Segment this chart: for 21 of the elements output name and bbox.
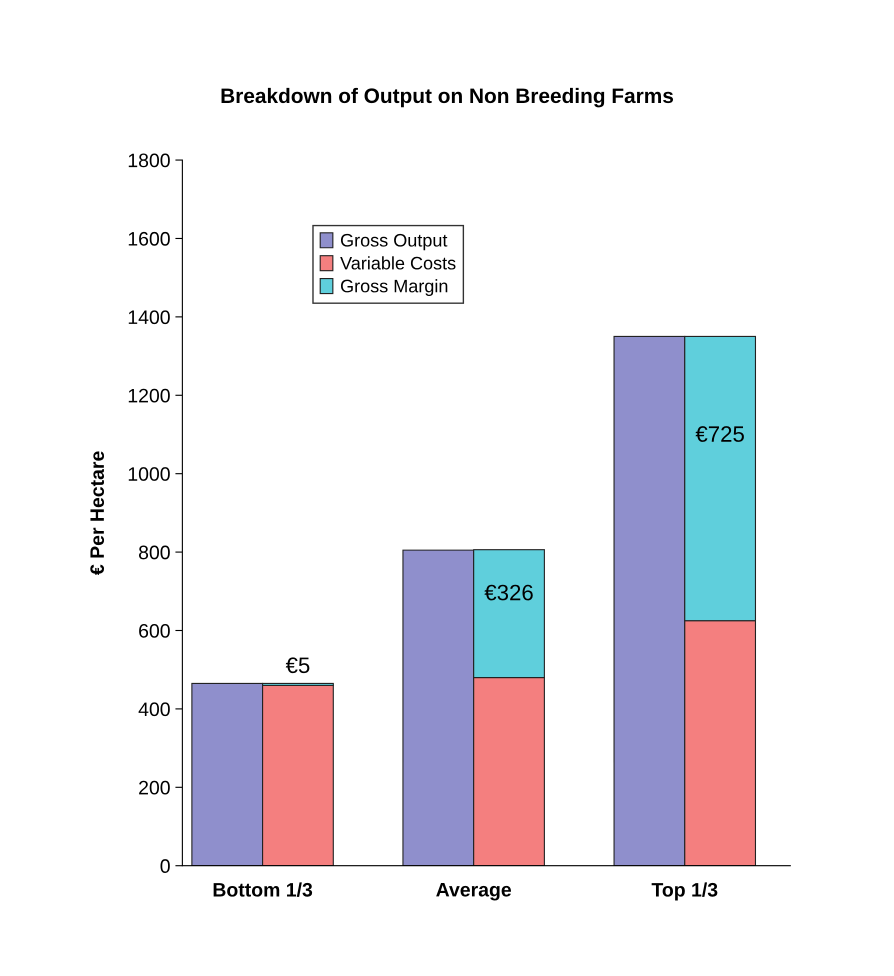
y-tick-label: 1000 — [128, 467, 170, 481]
legend-label: Variable Costs — [340, 256, 456, 270]
x-tick-label: Top 1/3 — [652, 882, 718, 901]
y-tick-label: 600 — [139, 624, 170, 638]
x-tick-label: Bottom 1/3 — [214, 882, 312, 897]
y-tick-label: 400 — [138, 702, 170, 716]
y-tick-label: 1800 — [128, 154, 170, 168]
chart-title: Breakdown of Output on Non Breeding Farms — [222, 88, 674, 108]
data-label: €5 — [286, 657, 310, 674]
y-axis-title: € Per Hectare — [90, 451, 104, 575]
x-tick-label: Average — [436, 883, 512, 901]
data-label: €326 — [484, 584, 533, 600]
y-tick-label: 800 — [138, 546, 170, 560]
y-tick-label: 1200 — [128, 388, 170, 403]
legend-label: Gross Margin — [340, 279, 448, 296]
data-label: €725 — [696, 426, 744, 442]
y-tick-label: 0 — [160, 859, 170, 873]
y-tick-label: 1400 — [128, 310, 170, 324]
y-tick-label: 1600 — [128, 232, 170, 246]
legend-label: Gross Output — [340, 234, 448, 250]
y-tick-label: 200 — [139, 780, 170, 795]
